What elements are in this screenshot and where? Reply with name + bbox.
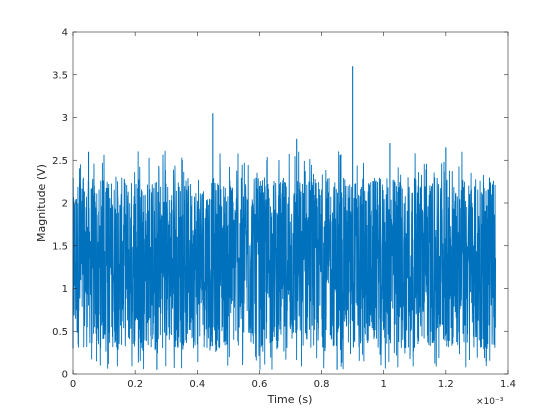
y-tick-label: 2 bbox=[62, 199, 68, 210]
y-tick-label: 3.5 bbox=[52, 70, 68, 81]
y-tick-label: 4 bbox=[62, 28, 68, 39]
x-tick-label: 0 bbox=[70, 379, 76, 390]
signal-line bbox=[72, 150, 497, 370]
y-tick-label: 2.5 bbox=[52, 156, 68, 167]
y-tick-label: 3 bbox=[62, 113, 68, 124]
y-tick-label: 1 bbox=[62, 284, 68, 295]
x-tick-label: 0.8 bbox=[314, 379, 330, 390]
y-tick-label: 1.5 bbox=[52, 241, 68, 252]
y-tick-label: 0 bbox=[62, 370, 68, 381]
x-tick-label: 0.2 bbox=[127, 379, 143, 390]
x-tick-label: 1 bbox=[381, 379, 387, 390]
x-axis-ticks: 0 0.2 0.4 0.6 0.8 1 1.2 1.4 bbox=[70, 32, 516, 390]
x-tick-label: 1.4 bbox=[500, 379, 516, 390]
y-axis-label: Magnitude (V) bbox=[35, 164, 48, 242]
x-tick-label: 0.6 bbox=[251, 379, 267, 390]
x-axis-label: Time (s) bbox=[267, 393, 313, 406]
x-tick-label: 0.4 bbox=[189, 379, 205, 390]
y-tick-label: 0.5 bbox=[52, 327, 68, 338]
x-exponent-label: ×10⁻³ bbox=[476, 397, 504, 407]
y-axis-ticks: 0 0.5 1 1.5 2 2.5 3 3.5 4 bbox=[52, 28, 508, 381]
x-tick-label: 1.2 bbox=[438, 379, 454, 390]
